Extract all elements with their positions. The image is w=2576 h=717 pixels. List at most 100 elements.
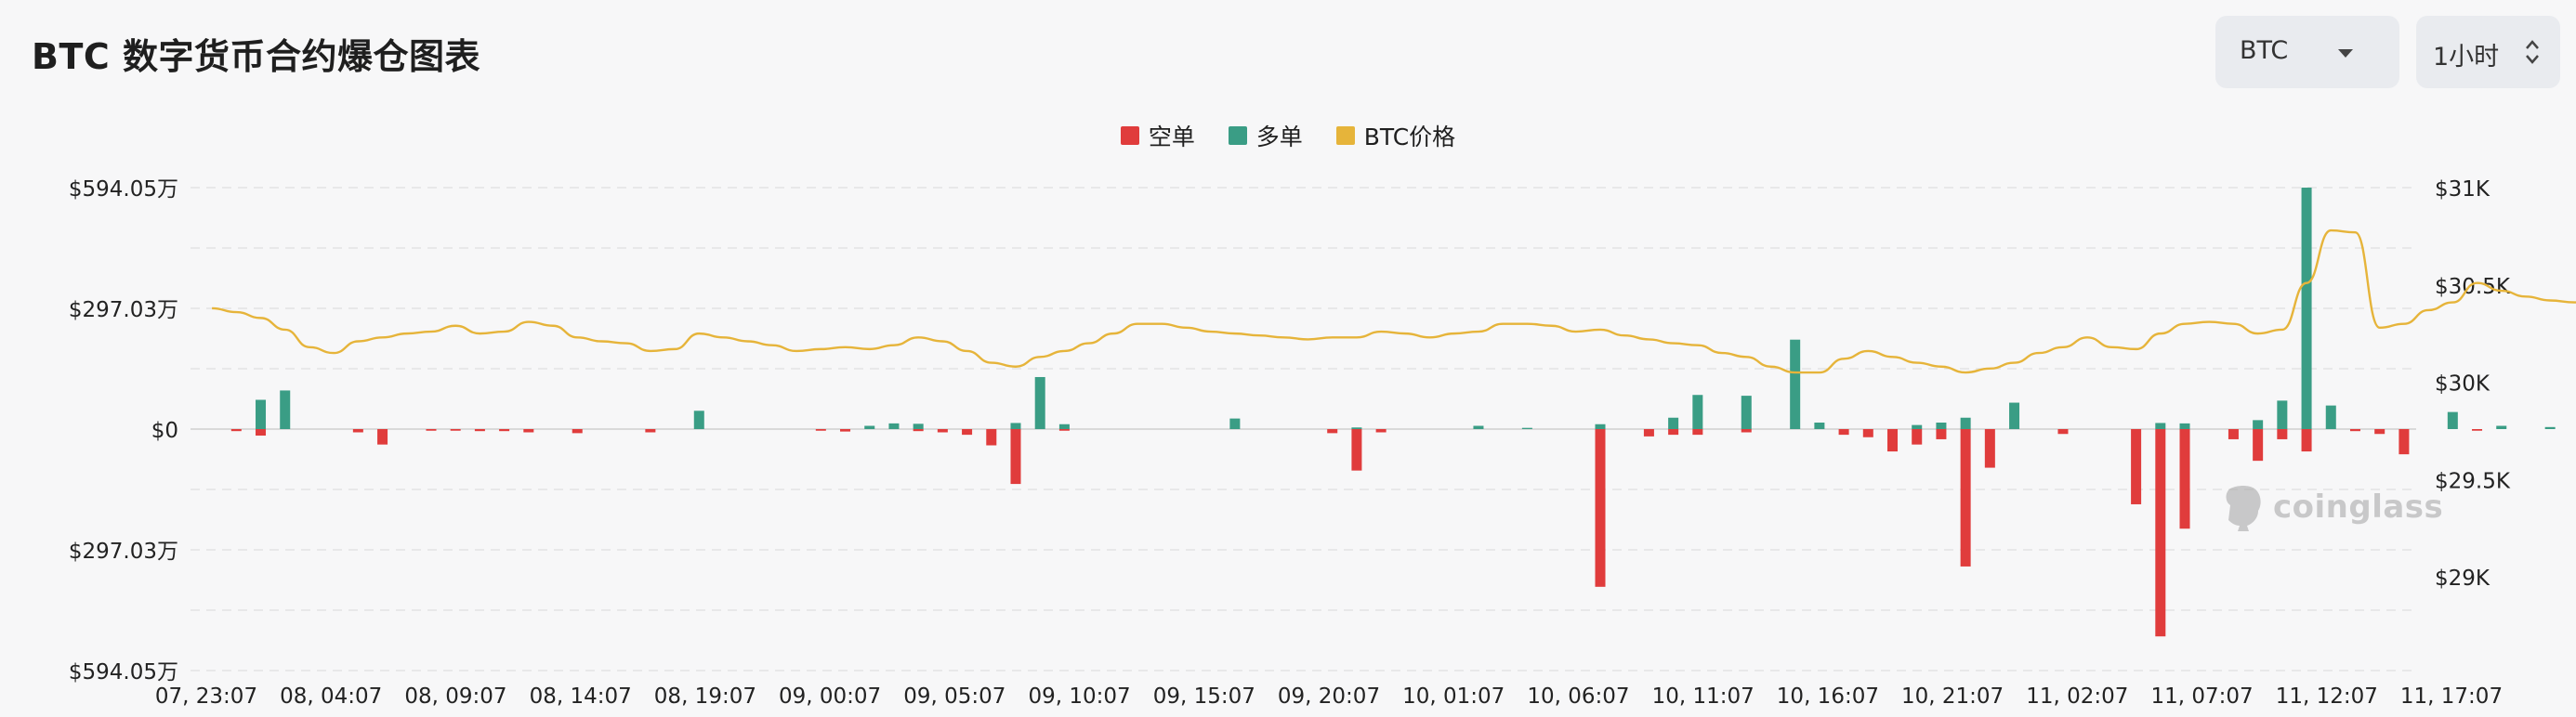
short-bar (2228, 429, 2239, 439)
long-bar (693, 411, 704, 429)
watermark: coinglass (2223, 483, 2443, 531)
long-bar (1058, 424, 1070, 429)
short-bar (2349, 429, 2360, 432)
short-bar (1862, 429, 1873, 437)
right-axis-tick: $31K (2435, 177, 2491, 202)
long-bar (2179, 423, 2190, 429)
legend-swatch-price (1335, 126, 1355, 145)
interval-select-value: 1小时 (2433, 43, 2500, 72)
x-axis-tick: 11, 12:07 (2276, 684, 2378, 709)
x-axis-tick: 09, 10:07 (1028, 684, 1130, 709)
interval-select[interactable]: 1小时 (2416, 16, 2560, 88)
short-bar (1327, 429, 1338, 434)
short-bar (377, 429, 388, 445)
short-bar (2277, 429, 2288, 439)
short-bar (2399, 429, 2410, 455)
legend-item-short[interactable]: 空单 (1120, 119, 1195, 152)
price-line (212, 228, 2576, 374)
short-bar (1838, 429, 1849, 436)
long-bar (1034, 376, 1045, 429)
x-axis-tick: 09, 15:07 (1153, 684, 1255, 709)
short-bar (913, 429, 924, 432)
long-bar (1692, 395, 1703, 429)
x-axis-tick: 11, 07:07 (2150, 684, 2253, 709)
short-bar (2057, 429, 2069, 435)
short-bar (1960, 429, 1971, 567)
coin-select[interactable]: BTC (2215, 16, 2399, 88)
short-bar (256, 429, 267, 437)
short-bar (1010, 429, 1021, 485)
right-axis-tick: $30.5K (2435, 275, 2511, 299)
right-axis-tick: $30K (2435, 372, 2491, 397)
left-axis-tick: $0 (151, 419, 178, 443)
x-axis-tick: 10, 06:07 (1527, 684, 1629, 709)
short-bar (2374, 429, 2385, 435)
chart-legend: 空单 多单 BTC价格 (0, 119, 2576, 152)
long-bar (2447, 411, 2458, 429)
x-axis-tick: 10, 21:07 (1901, 684, 2004, 709)
long-bar (864, 425, 875, 429)
short-bar (1643, 429, 1654, 437)
long-bar (1351, 427, 1362, 429)
legend-label-long: 多单 (1255, 124, 1303, 150)
short-bar (499, 429, 510, 432)
x-axis-tick: 09, 20:07 (1278, 684, 1380, 709)
page-title: BTC 数字货币合约爆仓图表 (32, 36, 481, 77)
short-bar (1595, 429, 1606, 587)
legend-item-long[interactable]: 多单 (1228, 119, 1303, 152)
long-bar (1814, 422, 1825, 429)
short-bar (2179, 429, 2190, 529)
updown-chevron-icon (2526, 40, 2539, 64)
watermark-text: coinglass (2273, 489, 2444, 526)
short-bar (1984, 429, 1995, 468)
short-bar (645, 429, 656, 433)
long-bar (256, 399, 267, 429)
short-bar (2131, 429, 2142, 504)
x-axis-tick: 08, 19:07 (654, 684, 756, 709)
short-bar (1058, 429, 1070, 431)
short-bar (2472, 429, 2483, 431)
long-bar (1790, 339, 1801, 429)
short-bar (1741, 429, 1752, 433)
right-axis-tick: $29K (2435, 567, 2491, 591)
x-axis-tick: 11, 17:07 (2400, 684, 2503, 709)
coin-select-value: BTC (2240, 36, 2289, 65)
short-bar (840, 429, 851, 432)
short-bar (2155, 429, 2166, 637)
short-bar (1912, 429, 1923, 445)
legend-label-price: BTC价格 (1363, 124, 1456, 150)
chevron-down-icon (2338, 49, 2353, 58)
long-bar (2301, 188, 2312, 429)
long-bar (1229, 418, 1241, 429)
long-bar (2277, 400, 2288, 429)
long-bar (280, 390, 291, 429)
x-axis-tick: 09, 00:07 (779, 684, 881, 709)
long-bar (1473, 425, 1484, 429)
x-axis-tick: 08, 14:07 (530, 684, 632, 709)
left-axis-tick: $594.05万 (69, 660, 178, 684)
short-bar (962, 429, 973, 436)
long-bar (1595, 424, 1606, 429)
short-bar (1375, 429, 1387, 433)
long-bar (1912, 424, 1923, 429)
x-axis-tick: 09, 05:07 (903, 684, 1005, 709)
x-axis-tick: 10, 16:07 (1777, 684, 1879, 709)
long-bar (1960, 417, 1971, 429)
long-bar (1741, 396, 1752, 429)
left-axis-tick: $297.03万 (69, 540, 178, 564)
long-bar (2253, 420, 2264, 429)
short-bar (986, 429, 997, 446)
long-bar (2544, 426, 2556, 429)
short-bar (474, 429, 485, 432)
x-axis-tick: 10, 11:07 (1652, 684, 1755, 709)
long-bar (1668, 417, 1679, 429)
short-bar (815, 429, 826, 431)
legend-swatch-short (1120, 126, 1139, 145)
short-bar (352, 429, 363, 433)
short-bar (1887, 429, 1899, 452)
short-bar (572, 429, 583, 434)
x-axis-tick: 08, 09:07 (404, 684, 506, 709)
right-axis-tick: $29.5K (2435, 469, 2511, 493)
legend-item-price[interactable]: BTC价格 (1335, 119, 1456, 152)
